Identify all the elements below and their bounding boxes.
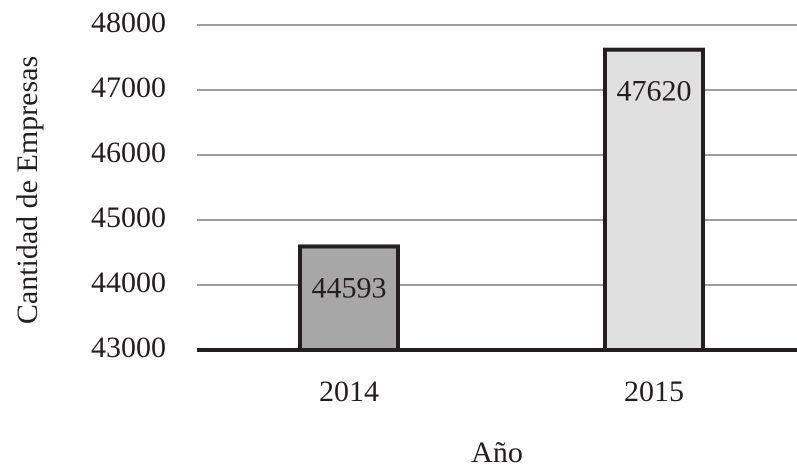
x-tick-label: 2015 xyxy=(624,375,684,408)
y-tick-label: 48000 xyxy=(91,6,166,39)
y-tick-label: 43000 xyxy=(91,331,166,364)
y-tick-label: 46000 xyxy=(91,136,166,169)
bar xyxy=(298,244,400,352)
y-axis-title: Cantidad de Empresas xyxy=(11,56,44,324)
x-tick-label: 2014 xyxy=(319,375,379,408)
data-label: 47620 xyxy=(617,75,692,108)
y-tick-label: 44000 xyxy=(91,266,166,299)
y-tick-label: 47000 xyxy=(91,71,166,104)
y-tick-label: 45000 xyxy=(91,201,166,234)
x-axis-title: Año xyxy=(471,436,523,467)
data-label: 44593 xyxy=(312,271,387,304)
